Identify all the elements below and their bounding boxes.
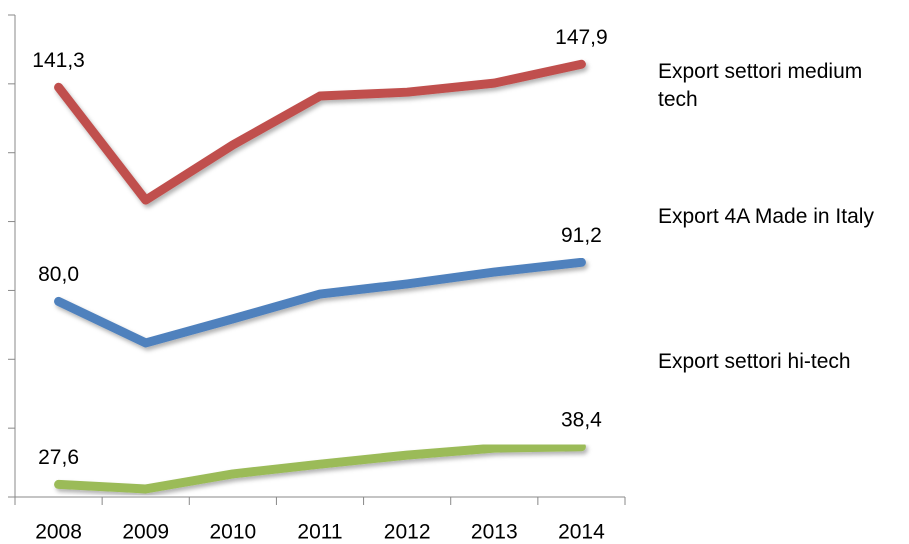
series-line xyxy=(54,442,586,494)
series-line xyxy=(54,257,586,348)
series-line xyxy=(54,59,586,205)
data-label: 27,6 xyxy=(38,446,79,469)
x-tick-label: 2009 xyxy=(122,521,169,544)
data-label: 38,4 xyxy=(561,408,602,431)
data-label: 91,2 xyxy=(561,224,602,247)
legend-entry: Export 4A Made in Italy xyxy=(658,205,874,228)
legend-entry: Export settori hi-tech xyxy=(658,350,851,373)
x-tick-label: 2013 xyxy=(471,521,518,544)
data-label: 141,3 xyxy=(32,49,85,72)
x-tick-label: 2012 xyxy=(384,521,431,544)
x-tick-label: 2008 xyxy=(35,521,82,544)
x-tick-label: 2010 xyxy=(209,521,256,544)
legend-entry: Export settori medium tech xyxy=(658,60,863,111)
x-tick-label: 2014 xyxy=(558,521,605,544)
data-label: 147,9 xyxy=(555,26,608,49)
data-label: 80,0 xyxy=(38,263,79,286)
x-tick-label: 2011 xyxy=(297,521,342,544)
